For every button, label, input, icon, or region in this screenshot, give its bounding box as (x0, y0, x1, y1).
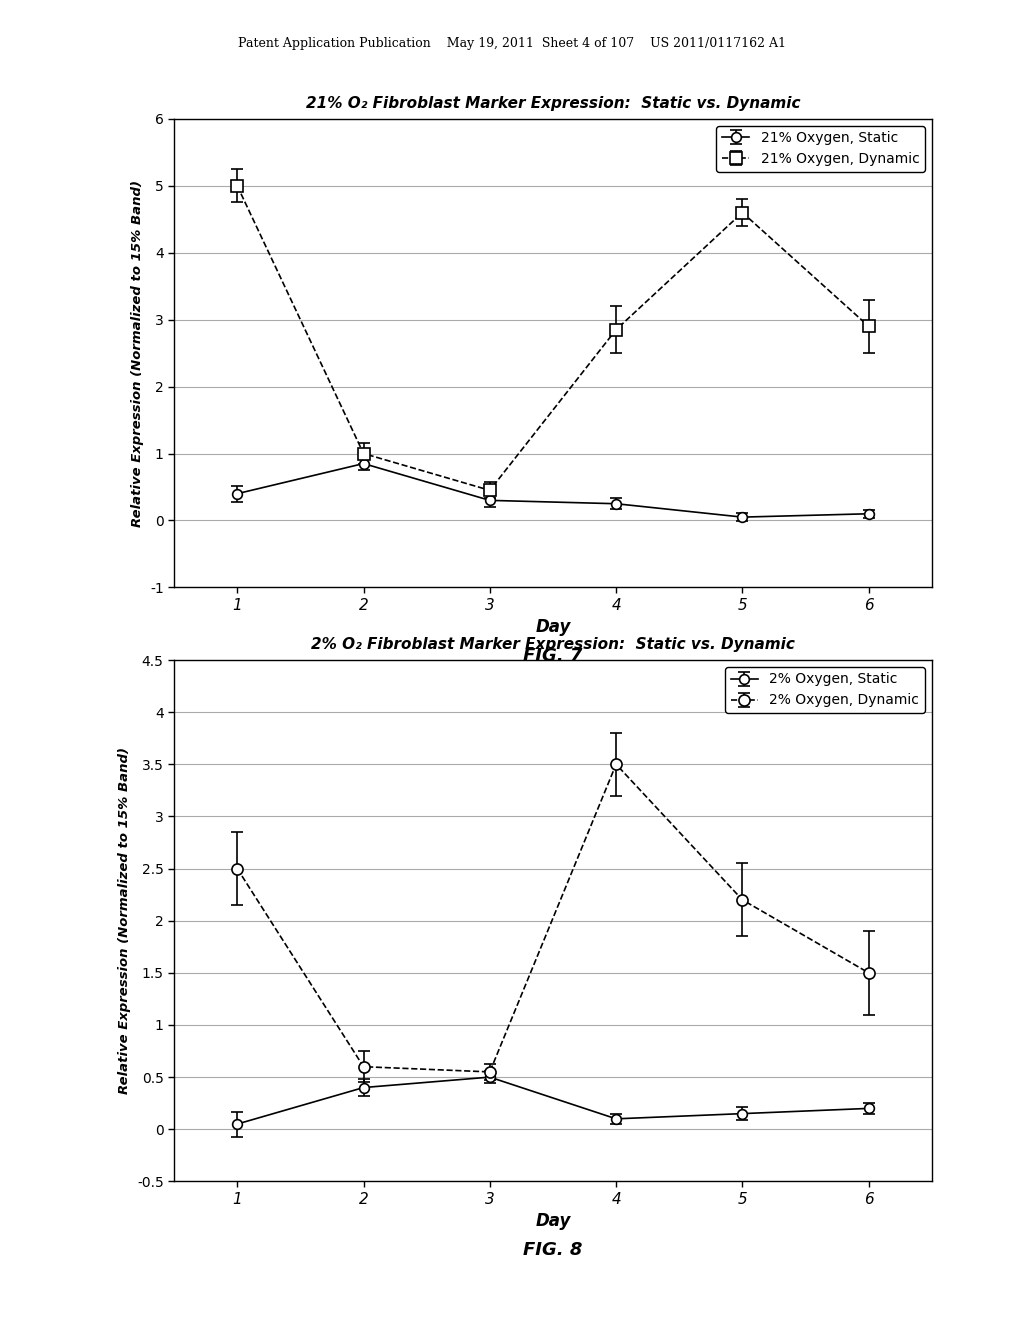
Y-axis label: Relative Expression (Normalized to 15% Band): Relative Expression (Normalized to 15% B… (131, 180, 144, 527)
Text: FIG. 7: FIG. 7 (523, 647, 583, 665)
X-axis label: Day: Day (536, 1212, 570, 1230)
Text: FIG. 8: FIG. 8 (523, 1241, 583, 1259)
X-axis label: Day: Day (536, 618, 570, 636)
Legend: 21% Oxygen, Static, 21% Oxygen, Dynamic: 21% Oxygen, Static, 21% Oxygen, Dynamic (716, 125, 925, 172)
Title: 21% O₂ Fibroblast Marker Expression:  Static vs. Dynamic: 21% O₂ Fibroblast Marker Expression: Sta… (306, 95, 800, 111)
Y-axis label: Relative Expression (Normalized to 15% Band): Relative Expression (Normalized to 15% B… (119, 747, 131, 1094)
Legend: 2% Oxygen, Static, 2% Oxygen, Dynamic: 2% Oxygen, Static, 2% Oxygen, Dynamic (725, 667, 925, 713)
Text: Patent Application Publication    May 19, 2011  Sheet 4 of 107    US 2011/011716: Patent Application Publication May 19, 2… (238, 37, 786, 50)
Title: 2% O₂ Fibroblast Marker Expression:  Static vs. Dynamic: 2% O₂ Fibroblast Marker Expression: Stat… (311, 636, 795, 652)
